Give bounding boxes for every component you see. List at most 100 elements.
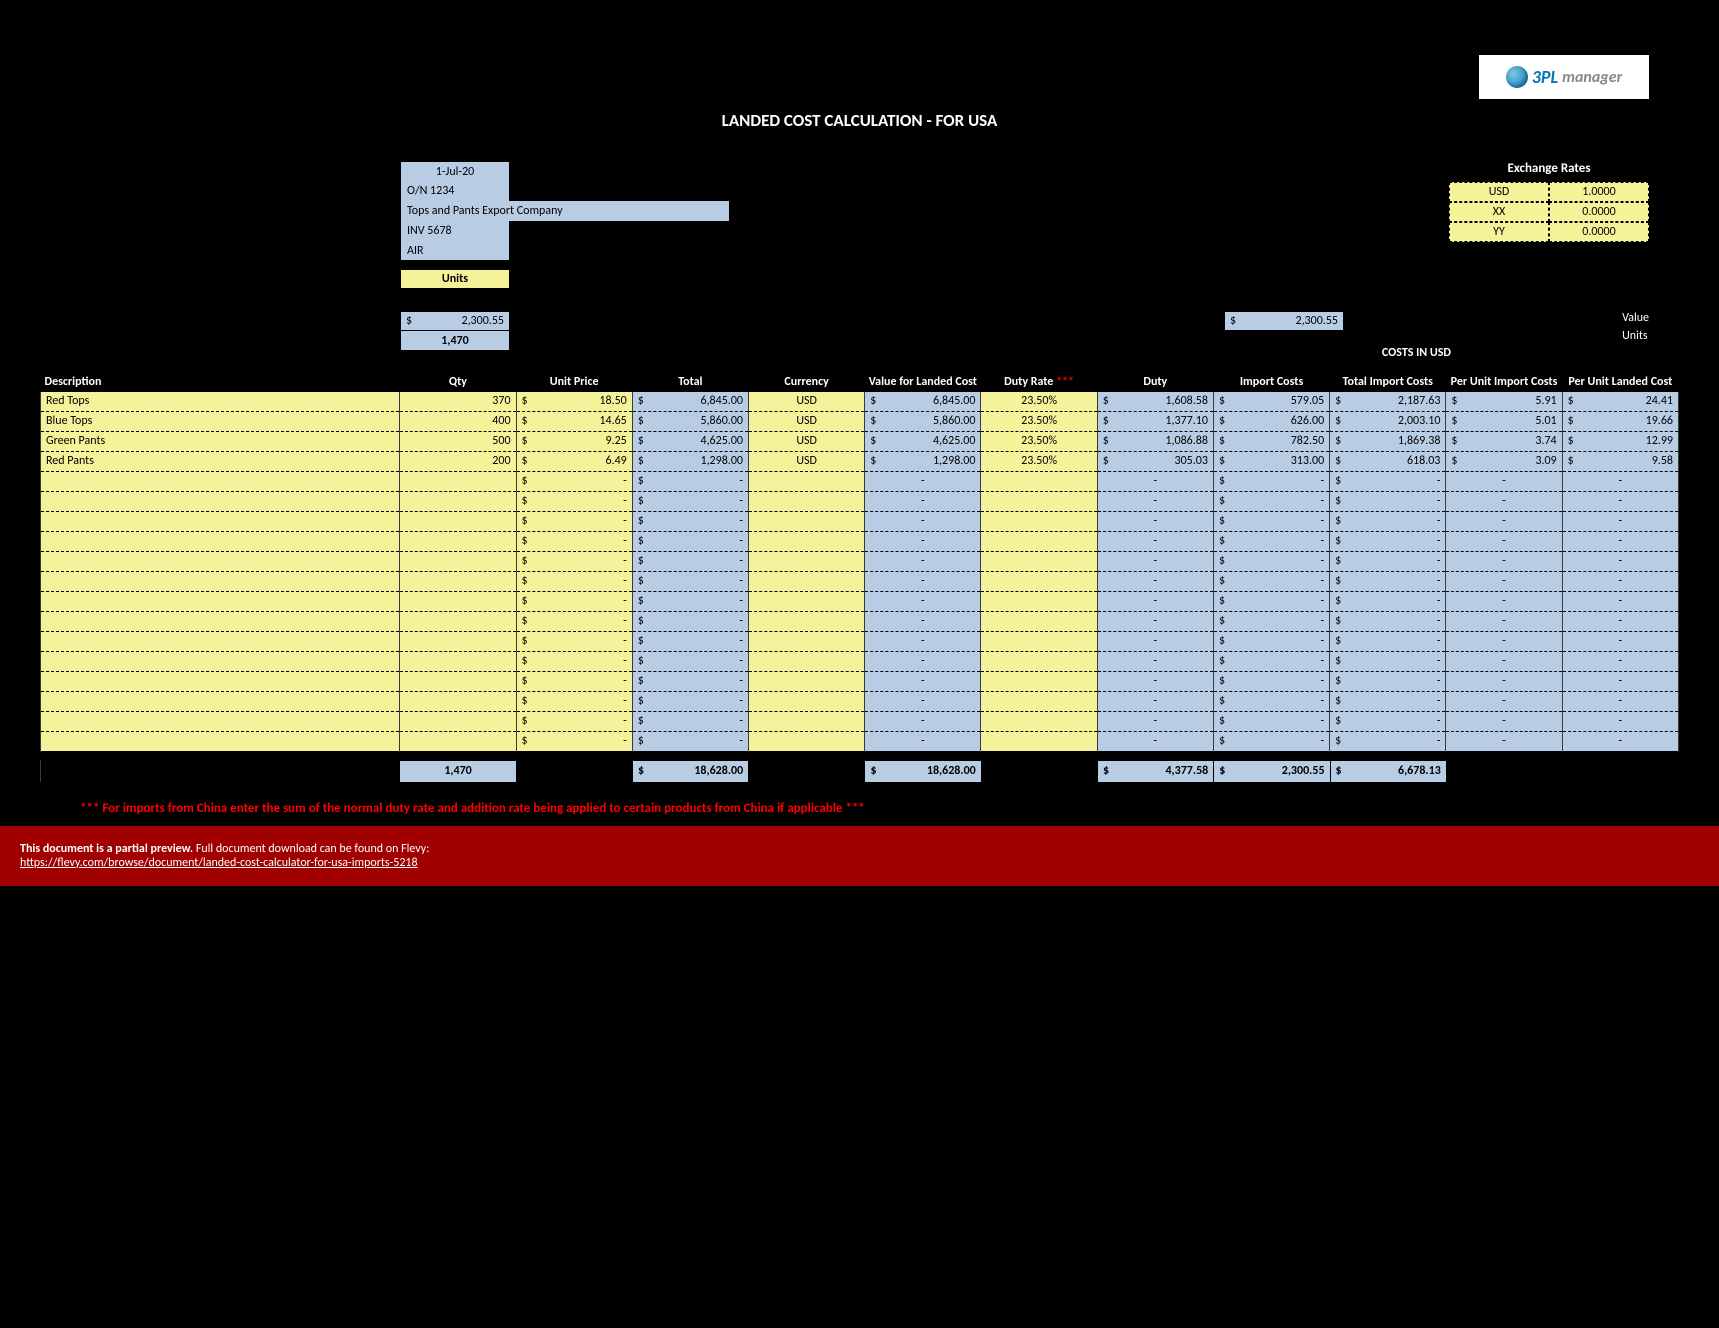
cell-description[interactable]: Red Pants	[41, 451, 400, 471]
cell-qty[interactable]: 400	[400, 411, 516, 431]
cell-unit-price[interactable]: $-	[516, 651, 632, 671]
cell-currency[interactable]	[749, 711, 865, 731]
cell-unit-price[interactable]: $-	[516, 571, 632, 591]
cell-duty-rate[interactable]: 23.50%	[981, 451, 1097, 471]
cell-unit-price[interactable]: $-	[516, 691, 632, 711]
exchange-code[interactable]: YY	[1449, 222, 1549, 242]
exchange-rate[interactable]: 0.0000	[1549, 202, 1649, 222]
cell-currency[interactable]	[749, 631, 865, 651]
cell-duty-rate[interactable]	[981, 691, 1097, 711]
cell-description[interactable]	[41, 491, 400, 511]
cell-qty[interactable]	[400, 571, 516, 591]
cell-qty[interactable]	[400, 651, 516, 671]
cell-currency[interactable]	[749, 651, 865, 671]
cell-currency[interactable]	[749, 571, 865, 591]
cell-qty[interactable]	[400, 591, 516, 611]
cell-description[interactable]	[41, 611, 400, 631]
cell-description[interactable]	[41, 471, 400, 491]
header-order-no[interactable]: O/N 1234	[400, 181, 510, 201]
cell-description[interactable]	[41, 711, 400, 731]
cell-unit-price[interactable]: $-	[516, 711, 632, 731]
cell-qty[interactable]	[400, 491, 516, 511]
cell-duty-rate[interactable]	[981, 631, 1097, 651]
cell-description[interactable]	[41, 731, 400, 751]
cell-currency[interactable]: USD	[749, 391, 865, 411]
cell-qty[interactable]	[400, 511, 516, 531]
cell-currency[interactable]	[749, 671, 865, 691]
cell-duty-rate[interactable]: 23.50%	[981, 391, 1097, 411]
cell-qty[interactable]: 200	[400, 451, 516, 471]
cell-description[interactable]	[41, 691, 400, 711]
cell-description[interactable]: Green Pants	[41, 431, 400, 451]
cell-qty[interactable]: 500	[400, 431, 516, 451]
cell-unit-price[interactable]: $-	[516, 611, 632, 631]
cell-description[interactable]	[41, 531, 400, 551]
cell-unit-price[interactable]: $-	[516, 731, 632, 751]
cell-unit-price[interactable]: $9.25	[516, 431, 632, 451]
cell-currency[interactable]: USD	[749, 451, 865, 471]
cell-qty[interactable]	[400, 711, 516, 731]
cell-description[interactable]	[41, 671, 400, 691]
cell-unit-price[interactable]: $18.50	[516, 391, 632, 411]
exchange-code[interactable]: XX	[1449, 202, 1549, 222]
cell-description[interactable]	[41, 571, 400, 591]
cell-description[interactable]	[41, 551, 400, 571]
cell-duty-rate[interactable]	[981, 731, 1097, 751]
cell-qty[interactable]	[400, 671, 516, 691]
cell-description[interactable]	[41, 591, 400, 611]
cell-duty-rate[interactable]	[981, 671, 1097, 691]
cell-qty[interactable]	[400, 471, 516, 491]
header-date[interactable]: 1-Jul-20	[400, 161, 510, 181]
cell-description[interactable]	[41, 631, 400, 651]
cell-duty-rate[interactable]	[981, 531, 1097, 551]
cell-unit-price[interactable]: $-	[516, 471, 632, 491]
cell-duty-rate[interactable]: 23.50%	[981, 411, 1097, 431]
exchange-rate[interactable]: 0.0000	[1549, 222, 1649, 242]
cell-currency[interactable]	[749, 491, 865, 511]
cell-description[interactable]: Blue Tops	[41, 411, 400, 431]
cell-description[interactable]	[41, 511, 400, 531]
cell-qty[interactable]	[400, 731, 516, 751]
cell-unit-price[interactable]: $14.65	[516, 411, 632, 431]
cell-currency[interactable]: USD	[749, 431, 865, 451]
cell-duty-rate[interactable]	[981, 611, 1097, 631]
cell-duty-rate[interactable]	[981, 591, 1097, 611]
preview-link[interactable]: https://flevy.com/browse/document/landed…	[20, 856, 418, 870]
cell-qty[interactable]	[400, 611, 516, 631]
cell-currency[interactable]	[749, 511, 865, 531]
cell-duty-rate[interactable]	[981, 711, 1097, 731]
cell-currency[interactable]	[749, 731, 865, 751]
cell-currency[interactable]	[749, 471, 865, 491]
cell-unit-price[interactable]: $-	[516, 491, 632, 511]
cell-qty[interactable]	[400, 551, 516, 571]
header-invoice[interactable]: INV 5678	[400, 221, 510, 241]
cell-unit-price[interactable]: $-	[516, 551, 632, 571]
cell-currency[interactable]	[749, 591, 865, 611]
header-mode[interactable]: AIR	[400, 241, 510, 261]
cell-unit-price[interactable]: $-	[516, 631, 632, 651]
exchange-rate[interactable]: 1.0000	[1549, 182, 1649, 202]
cell-currency[interactable]	[749, 531, 865, 551]
header-company[interactable]: Tops and Pants Export Company	[400, 201, 730, 221]
cell-duty-rate[interactable]	[981, 651, 1097, 671]
cell-duty-rate[interactable]	[981, 551, 1097, 571]
cell-duty-rate[interactable]	[981, 471, 1097, 491]
cell-currency[interactable]: USD	[749, 411, 865, 431]
cell-qty[interactable]	[400, 531, 516, 551]
cell-duty-rate[interactable]: 23.50%	[981, 431, 1097, 451]
cell-description[interactable]: Red Tops	[41, 391, 400, 411]
exchange-code[interactable]: USD	[1449, 182, 1549, 202]
cell-unit-price[interactable]: $-	[516, 671, 632, 691]
cell-duty-rate[interactable]	[981, 511, 1097, 531]
cell-unit-price[interactable]: $6.49	[516, 451, 632, 471]
cell-qty[interactable]	[400, 631, 516, 651]
cell-duty-rate[interactable]	[981, 491, 1097, 511]
cell-duty-rate[interactable]	[981, 571, 1097, 591]
cell-unit-price[interactable]: $-	[516, 531, 632, 551]
cell-currency[interactable]	[749, 611, 865, 631]
cell-qty[interactable]	[400, 691, 516, 711]
cell-currency[interactable]	[749, 691, 865, 711]
cell-description[interactable]	[41, 651, 400, 671]
cell-unit-price[interactable]: $-	[516, 591, 632, 611]
cell-currency[interactable]	[749, 551, 865, 571]
